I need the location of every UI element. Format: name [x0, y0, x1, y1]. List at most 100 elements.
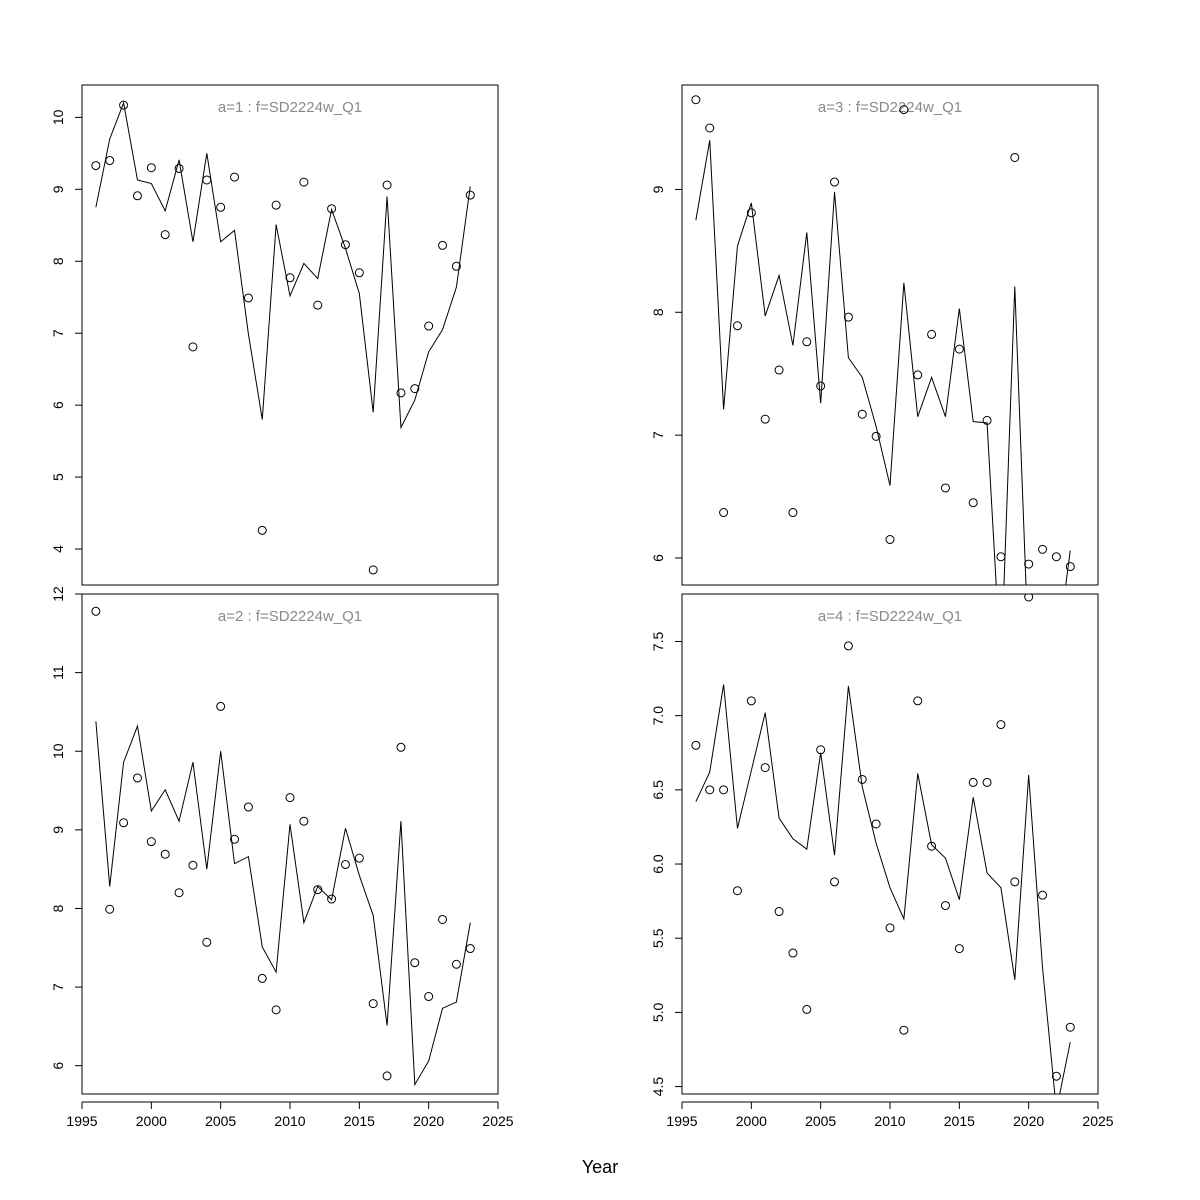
observed-point: [705, 123, 715, 133]
observed-point: [899, 105, 909, 115]
observed-point: [188, 342, 198, 352]
observed-point: [1024, 594, 1034, 602]
observed-point: [1051, 1071, 1061, 1081]
observed-point: [954, 344, 964, 354]
observed-point: [996, 720, 1006, 730]
observed-point: [691, 95, 701, 105]
panel-bottom-right: a=4 : f=SD2224w_Q1 4.5 5.0 5.5 6.0 6.5 7.0 7.5 1…: [650, 593, 1114, 1129]
observed-point: [271, 200, 281, 210]
observed-point: [216, 701, 226, 711]
observed-point: [788, 508, 798, 518]
y-tick-label: 6: [650, 554, 666, 562]
observed-point: [774, 907, 784, 917]
plot-area: [91, 606, 475, 1087]
observed-point: [982, 777, 992, 787]
observed-point: [1065, 1022, 1075, 1032]
panel-top-left: a=1 : f=SD2224w_Q1 4 5 6 7 8 9 10: [50, 84, 499, 586]
observed-point: [313, 885, 323, 895]
observed-point: [424, 992, 434, 1002]
observed-point: [230, 834, 240, 844]
x-tick-label: 2015: [344, 1113, 375, 1129]
observed-point: [340, 859, 350, 869]
observed-point: [940, 901, 950, 911]
observed-point: [1024, 559, 1034, 569]
observed-point: [788, 948, 798, 958]
plot-frame: [681, 84, 1099, 586]
observed-point: [830, 877, 840, 887]
plot-frame: [81, 593, 499, 1095]
observed-point: [271, 1005, 281, 1015]
plot-frame: [681, 593, 1099, 1095]
observed-point: [871, 431, 881, 441]
plot-area: [691, 95, 1075, 585]
observed-point: [857, 774, 867, 784]
observed-point: [160, 230, 170, 240]
observed-point: [160, 849, 170, 859]
observed-point: [174, 888, 184, 898]
observed-point: [871, 819, 881, 829]
observed-point: [913, 370, 923, 380]
observed-point: [438, 240, 448, 250]
observed-point: [913, 696, 923, 706]
x-tick-label: 1995: [66, 1113, 97, 1129]
observed-point: [327, 894, 337, 904]
observed-point: [746, 208, 756, 218]
observed-point: [285, 273, 295, 283]
observed-point: [382, 1071, 392, 1081]
observed-point: [1010, 877, 1020, 887]
observed-point: [396, 742, 406, 752]
panels: a=1 : f=SD2224w_Q1 4 5 6 7 8 9 10 a=3 : f=SD2224…: [50, 84, 1114, 1129]
observed-point: [705, 785, 715, 795]
observed-point: [257, 525, 267, 535]
observed-point: [1010, 152, 1020, 162]
observed-point: [746, 696, 756, 706]
observed-point: [299, 177, 309, 187]
y-tick-label: 6: [50, 1062, 66, 1070]
observed-point: [410, 958, 420, 968]
y-tick-label: 8: [50, 257, 66, 265]
observed-point: [119, 100, 129, 110]
x-tick-label: 2010: [274, 1113, 305, 1129]
y-tick-label: 5.0: [650, 1002, 666, 1022]
x-tick-label: 2000: [136, 1113, 167, 1129]
x-tick-label: 2020: [1013, 1113, 1044, 1129]
y-tick-label: 7: [50, 983, 66, 991]
observed-point: [132, 191, 142, 201]
observed-point: [202, 175, 212, 185]
observed-point: [396, 388, 406, 398]
observed-point: [465, 190, 475, 200]
observed-point: [91, 161, 101, 171]
observed-point: [954, 944, 964, 954]
y-tick-label: 7.0: [650, 706, 666, 726]
observed-point: [243, 293, 253, 303]
y-tick-label: 6: [50, 401, 66, 409]
y-tick-label: 7.5: [650, 632, 666, 652]
observed-point: [410, 384, 420, 394]
observed-point: [940, 483, 950, 493]
y-tick-label: 5: [50, 473, 66, 481]
observed-point: [354, 268, 364, 278]
y-tick-label: 9: [50, 826, 66, 834]
y-tick-label: 6.5: [650, 780, 666, 800]
x-tick-label: 2020: [413, 1113, 444, 1129]
observed-point: [105, 904, 115, 914]
observed-point: [732, 321, 742, 331]
panel-title: a=3 : f=SD2224w_Q1: [818, 99, 962, 116]
observed-point: [1038, 890, 1048, 900]
observed-point: [719, 785, 729, 795]
x-tick-label: 2025: [482, 1113, 513, 1129]
observed-point: [216, 202, 226, 212]
fitted-line: [695, 140, 1071, 585]
observed-point: [927, 841, 937, 851]
observed-point: [299, 816, 309, 826]
observed-point: [368, 999, 378, 1009]
observed-point: [368, 565, 378, 575]
observed-point: [968, 777, 978, 787]
x-tick-label: 2015: [944, 1113, 975, 1129]
observed-point: [968, 498, 978, 508]
observed-point: [982, 415, 992, 425]
observed-point: [146, 163, 156, 173]
observed-point: [174, 163, 184, 173]
panel-bottom-left: a=2 : f=SD2224w_Q1 6 7 8 9 10 11 12 1995 2000 2005…: [50, 586, 514, 1129]
